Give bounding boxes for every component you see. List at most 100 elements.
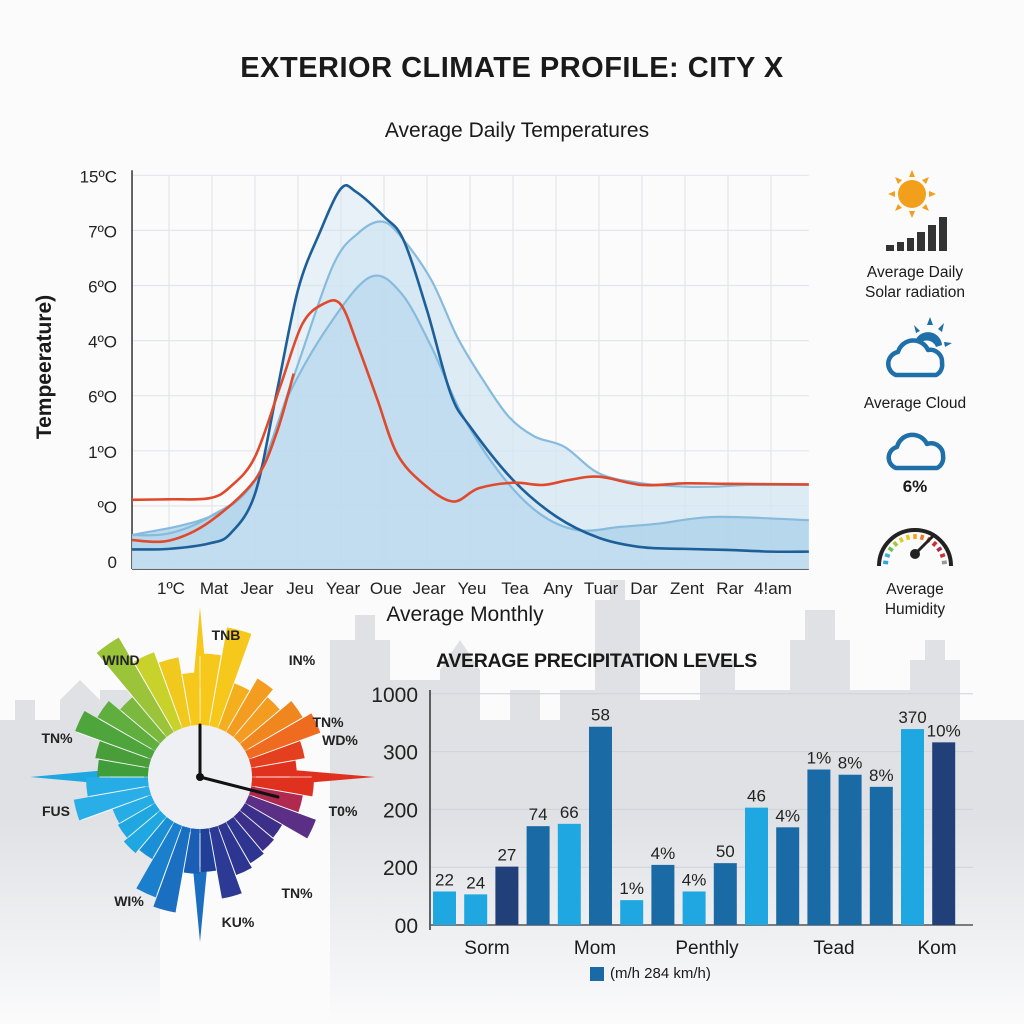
wind-rose-label: T0%	[328, 803, 358, 819]
petal-divider	[209, 630, 227, 722]
petal-divider	[81, 795, 148, 821]
x-tick-label: Tea	[501, 579, 529, 598]
bar	[526, 826, 550, 925]
petal-divider	[77, 731, 148, 759]
wind-petal	[209, 825, 242, 899]
line-chart-x-axis-label: Average Monthly	[386, 603, 544, 626]
wind-petal	[200, 653, 221, 726]
petal-divider	[136, 819, 165, 853]
wind-petal	[97, 701, 161, 751]
x-tick-label: Zent	[670, 579, 704, 598]
bar-value-label: 22	[435, 870, 454, 889]
wind-petal	[153, 825, 191, 913]
bar	[682, 891, 706, 925]
wind-petal	[158, 657, 191, 729]
bar-category-label: Mom	[573, 938, 617, 959]
petal-divider	[120, 804, 152, 824]
wind-petal	[217, 683, 250, 732]
bar-value-label: 1%	[807, 749, 832, 768]
x-tick-label: 4!am	[754, 579, 792, 598]
bar	[464, 894, 488, 925]
petal-divider	[97, 655, 165, 735]
petal-divider	[248, 804, 281, 824]
wind-petal	[251, 777, 314, 797]
wind-rose-label: KU%	[221, 914, 255, 930]
wind-petal	[86, 777, 149, 797]
x-tick-label: Oue	[370, 579, 402, 598]
petal-divider	[235, 819, 264, 853]
wind-petal	[133, 652, 183, 732]
petal-divider	[153, 825, 173, 858]
wind-petal	[226, 816, 264, 864]
bar-value-label: 74	[529, 805, 548, 824]
wind-petal	[95, 741, 152, 768]
bar	[620, 900, 644, 925]
line-chart-title: Average Daily Temperatures	[384, 119, 650, 142]
x-tick-label: Mat	[200, 579, 229, 598]
bar-value-label: 24	[466, 873, 485, 892]
series-line-red-lower	[131, 373, 295, 544]
temperature-line-chart: 0 ºO 1ºO 6ºO 4ºO 6ºO 7ºO 15ºC 1ºC Mat Jear Jeu Year O…	[80, 167, 809, 598]
page-title: EXTERIOR CLIMATE PROFILE: CITY X	[240, 52, 784, 84]
bar	[901, 729, 924, 925]
series-line-light-blue-lower	[131, 274, 809, 537]
legend-swatch	[590, 966, 604, 981]
bar-category-label: Sorm	[464, 938, 510, 959]
x-tick-label: Jeu	[286, 579, 313, 598]
x-tick-label: Year	[326, 579, 361, 598]
bar	[838, 774, 862, 925]
wind-rose-label: WI%	[114, 893, 144, 909]
petal-divider	[227, 825, 252, 866]
wind-petal	[209, 627, 252, 729]
wind-petal	[75, 710, 155, 760]
x-tick-label: Tuar	[584, 579, 619, 598]
bar	[589, 726, 612, 925]
clock-minute-hand	[198, 775, 280, 799]
wind-petal	[245, 794, 316, 839]
bar-value-label: 50	[716, 842, 735, 861]
x-tick-label: 1ºC	[157, 579, 185, 598]
wind-petal	[248, 741, 305, 768]
wind-rose-label: TN%	[312, 714, 344, 730]
bar-value-label: 1%	[619, 879, 644, 898]
petal-divider	[235, 698, 267, 735]
wind-rose-label: WIND	[102, 652, 140, 668]
wind-petal	[233, 697, 280, 744]
x-tick-label: Dar	[630, 579, 658, 598]
series-line-dark-blue	[132, 184, 809, 554]
wind-petal	[139, 816, 174, 860]
wind-rose-label: TNB	[211, 627, 241, 643]
y-tick-label: 15ºC	[80, 167, 117, 186]
petal-divider	[176, 832, 191, 911]
petal-divider	[218, 829, 242, 891]
wind-spike	[192, 866, 208, 942]
wind-petal	[120, 697, 167, 744]
y-tick-label: 0	[108, 553, 117, 572]
y-tick-label: 300	[383, 742, 418, 765]
precipitation-chart-title: AVERAGE PRECIPITATION LEVELS	[436, 650, 757, 672]
y-tick-label: 1ºO	[88, 443, 117, 462]
wind-petal	[226, 678, 273, 738]
wind-petal	[183, 828, 200, 874]
petal-divider	[242, 812, 274, 839]
y-tick-label: 1000	[371, 684, 418, 707]
bar-value-label: 46	[747, 787, 766, 806]
wind-petal	[136, 822, 183, 898]
wind-rose-label: WD%	[322, 732, 358, 748]
bar-value-label: 27	[497, 846, 516, 865]
petal-divider	[252, 795, 314, 819]
y-tick-label: 6ºO	[88, 278, 117, 297]
petal-divider	[248, 713, 310, 750]
wind-petal	[239, 803, 283, 838]
y-tick-label: 00	[395, 915, 418, 938]
wind-petal	[97, 759, 149, 777]
bar-category-label: Tead	[813, 938, 855, 959]
bar	[433, 891, 456, 925]
wind-petal	[200, 828, 217, 872]
series-area-light-blue-lower	[132, 275, 809, 569]
bar-value-label: 4%	[651, 844, 676, 863]
petal-divider	[156, 829, 182, 896]
wind-petal	[123, 810, 167, 854]
y-tick-label: 200	[383, 799, 418, 822]
